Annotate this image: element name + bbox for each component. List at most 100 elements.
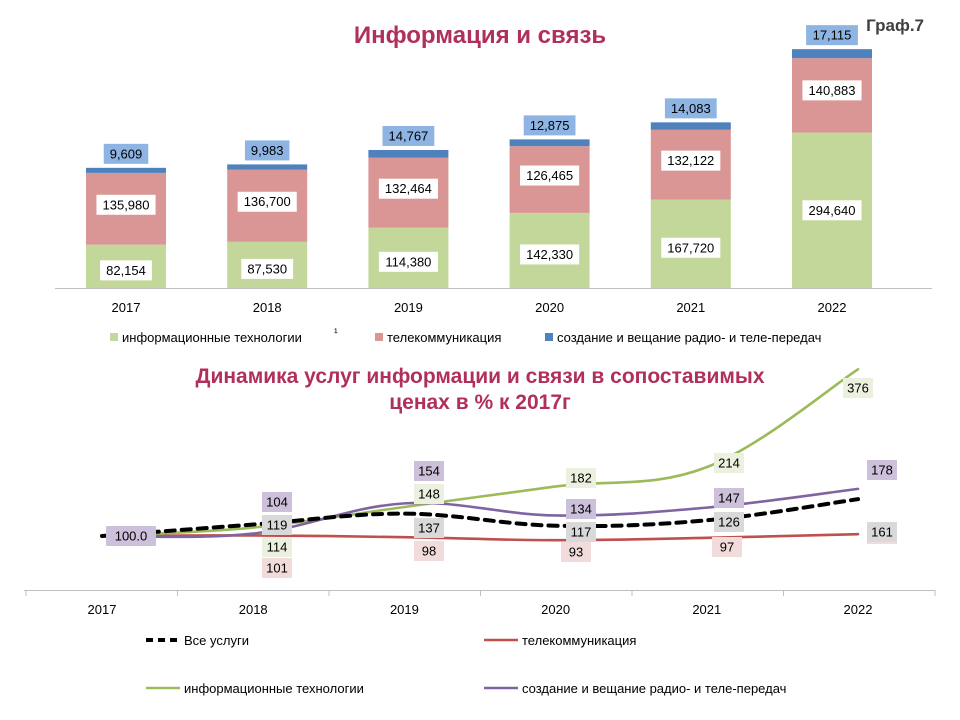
line-chart-title-line-2: ценах в % к 2017г (389, 391, 571, 414)
bar-tick-2019: 2019 (394, 300, 423, 315)
line-tick-2020: 2020 (541, 602, 570, 617)
line-legend-label-3: создание и вещание радио- и теле-передач (522, 681, 786, 696)
bar-label-2-2022-box (806, 25, 858, 46)
bar-label-0-2019: 114,380 (385, 254, 431, 269)
bar-legend-swatch-2 (545, 333, 553, 341)
line-label-2-2020: 182 (570, 471, 592, 486)
line-label-3-2021-box (714, 488, 744, 508)
bar-label-0-2018-box (241, 258, 294, 279)
bar-seg-2-2022 (792, 49, 872, 59)
bar-tick-2022: 2022 (818, 300, 847, 315)
bar-legend-label-1: телекоммуникация (387, 330, 501, 345)
bar-label-0-2017: 82,154 (106, 263, 146, 278)
line-label-1-2019: 98 (422, 544, 436, 559)
bar-label-1-2022-box (802, 80, 862, 101)
line-label-3-2021: 147 (718, 491, 740, 506)
line-label-2-2020-box (566, 468, 596, 488)
line-legend-label-2: информационные технологии (184, 681, 364, 696)
line-label-1-2018-box (262, 558, 292, 578)
line-label-2-2022-box (843, 378, 873, 398)
bar-label-1-2019: 132,464 (385, 181, 432, 196)
bar-label-1-2018: 136,700 (244, 194, 291, 209)
line-label-3-2020-box (566, 499, 596, 519)
line-label-0-2019: 137 (418, 521, 440, 536)
line-tick-2019: 2019 (390, 602, 419, 617)
bar-label-1-2020-box (520, 165, 580, 186)
line-label-3-2022: 178 (871, 463, 893, 478)
bar-label-0-2017-box (100, 260, 152, 281)
line-label-0-2018-box (262, 515, 292, 535)
bar-label-1-2020: 126,465 (526, 168, 573, 183)
line-label-0-2021: 126 (718, 515, 740, 530)
line-legend-label-0: Все услуги (184, 633, 249, 648)
bar-label-2-2017-box (103, 143, 149, 164)
line-label-0-2022: 161 (871, 525, 893, 540)
bar-tick-2021: 2021 (676, 300, 705, 315)
bar-label-1-2021: 132,122 (667, 153, 714, 168)
bar-label-1-2021-box (661, 150, 721, 171)
bar-label-1-2022: 140,883 (809, 83, 856, 98)
line-series-2 (100, 367, 860, 538)
bar-label-2-2022: 17,115 (813, 28, 852, 43)
bar-label-2-2018-box (244, 140, 290, 161)
bar-tick-2020: 2020 (535, 300, 564, 315)
bar-label-0-2019-box (378, 251, 438, 272)
line-label-2-2018: 114 (267, 540, 288, 555)
line-label-1-2021-box (712, 537, 742, 557)
line-start-label: 100.0 (115, 529, 148, 544)
line-label-2-2018-box (262, 537, 292, 557)
bar-tick-2017: 2017 (112, 300, 141, 315)
bar-label-1-2017: 135,980 (103, 197, 150, 212)
bar-label-2-2020-box (523, 115, 576, 136)
bar-label-0-2020: 142,330 (526, 247, 573, 262)
line-legend-label-1: телекоммуникация (522, 633, 636, 648)
line-label-0-2018: 119 (267, 518, 288, 533)
bar-legend-swatch-0 (110, 333, 118, 341)
bar-legend-label-0: информационные технологии (122, 330, 302, 345)
line-label-3-2020: 134 (570, 502, 592, 517)
line-chart-title-line-1: Динамика услуг информации и связи в сопо… (195, 365, 765, 388)
bar-label-0-2022-box (802, 200, 862, 221)
line-label-0-2020: 117 (571, 525, 592, 540)
bar-chart-title: Информация и связь (353, 22, 607, 49)
bar-label-2-2018: 9,983 (251, 143, 284, 158)
line-label-0-2021-box (714, 512, 744, 532)
bar-label-2-2021-box (664, 98, 717, 119)
line-tick-2022: 2022 (844, 602, 873, 617)
bar-label-2-2019: 14,767 (389, 128, 429, 143)
line-label-3-2018-box (262, 492, 292, 512)
bar-label-2-2017: 9,609 (110, 146, 143, 161)
bar-seg-2-2019 (368, 149, 449, 158)
bar-label-0-2021-box (661, 237, 721, 258)
line-label-0-2020-box (566, 522, 596, 542)
bar-label-2-2019-box (382, 125, 435, 146)
bar-tick-2018: 2018 (253, 300, 282, 315)
bar-legend-label-2: создание и вещание радио- и теле-передач (557, 330, 821, 345)
bar-label-2-2020: 12,875 (530, 118, 570, 133)
bar-label-0-2020-box (520, 244, 580, 265)
line-chart-title: Динамика услуг информации и связи в сопо… (110, 364, 850, 416)
bar-label-0-2022: 294,640 (809, 203, 856, 218)
line-label-3-2019-box (414, 461, 444, 481)
bar-label-1-2019-box (378, 178, 438, 199)
line-label-3-2018: 104 (266, 495, 288, 510)
line-label-3-2022-box (867, 460, 897, 480)
line-label-2-2019-box (414, 484, 444, 504)
bar-label-0-2018: 87,530 (247, 261, 287, 276)
bar-seg-2-2021 (650, 122, 731, 130)
line-label-2-2022: 376 (847, 381, 869, 396)
bar-seg-2-2020 (509, 139, 590, 147)
line-label-1-2018: 101 (266, 561, 288, 576)
figure-tag: Граф.7 (866, 16, 924, 35)
bar-label-0-2021: 167,720 (667, 240, 714, 255)
bar-label-2-2021: 14,083 (671, 101, 711, 116)
bar-label-1-2018-box (237, 191, 297, 212)
line-tick-2017: 2017 (88, 602, 117, 617)
line-label-1-2020-box (561, 542, 591, 562)
bar-label-1-2017-box (96, 194, 156, 215)
bar-seg-2-2018 (227, 164, 308, 170)
line-label-0-2019-box (414, 518, 444, 538)
line-tick-2018: 2018 (239, 602, 268, 617)
